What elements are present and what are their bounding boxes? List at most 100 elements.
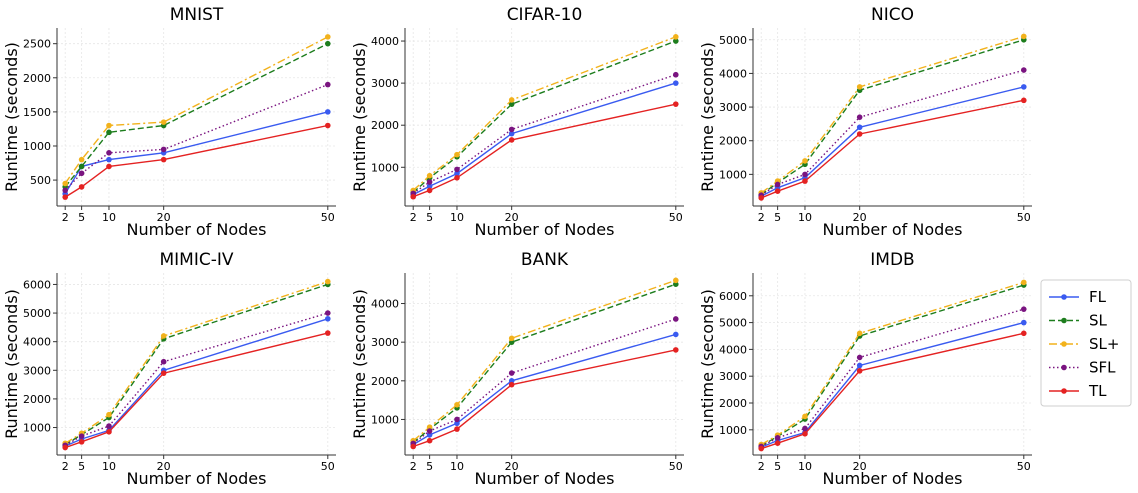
data-point-sfl (62, 187, 69, 194)
x-tick-label: 50 (669, 211, 683, 224)
y-tick-label: 5000 (23, 307, 51, 320)
legend-label-sl: SL (1089, 312, 1108, 330)
x-axis-label: Number of Nodes (127, 469, 267, 488)
x-tick-label: 5 (774, 460, 781, 473)
legend-label-fl: FL (1089, 288, 1107, 306)
data-point-fl (856, 362, 863, 369)
x-tick-label: 20 (853, 211, 867, 224)
data-point-tl (106, 429, 112, 435)
data-point-tl (1020, 97, 1027, 104)
x-tick-label: 2 (62, 460, 69, 473)
data-point-sfl (426, 179, 433, 185)
data-point-tl (324, 122, 331, 129)
series-line-sl-plus (760, 35, 1025, 194)
data-point-sl (672, 38, 679, 44)
series-line-tl (64, 332, 328, 449)
y-tick-label: 1000 (719, 168, 747, 181)
series-line-sl (64, 283, 329, 446)
y-tick-label: 3000 (719, 370, 747, 383)
x-tick-label: 20 (505, 460, 519, 473)
y-tick-label: 1000 (371, 161, 399, 174)
data-point-fl (672, 331, 679, 338)
data-point-sl-plus (454, 151, 460, 158)
data-point-sl-plus (802, 413, 808, 420)
data-point-fl (508, 378, 515, 384)
y-tick-label: 2000 (23, 393, 51, 406)
data-point-sl-plus (324, 34, 331, 40)
series-line-fl (412, 333, 676, 446)
x-tick-label: 10 (102, 211, 116, 224)
data-point-tl (62, 194, 69, 200)
series-line-sfl (760, 308, 1024, 448)
x-axis-label: Number of Nodes (823, 469, 963, 488)
x-tick-label: 10 (450, 460, 464, 473)
data-point-fl (1020, 84, 1027, 90)
x-tick-label: 50 (321, 460, 335, 473)
x-axis-label: Number of Nodes (475, 220, 615, 239)
x-tick-label: 10 (102, 460, 116, 473)
subplot-mimic-iv: 2 5 10 20 50 1000 2000 3000 4000 5000 6000 MIMIC-IV… (2, 250, 336, 488)
x-tick-label: 5 (774, 211, 781, 224)
data-point-sl-plus (454, 401, 460, 408)
legend-marker-tl (1061, 388, 1067, 394)
series-line-sl (64, 43, 329, 188)
data-point-tl (508, 137, 515, 143)
data-point-sfl (856, 354, 863, 361)
data-point-sl-plus (106, 411, 112, 418)
series-line-sl (760, 284, 1025, 447)
y-tick-label: 1000 (719, 424, 747, 437)
series-line-fl (760, 86, 1024, 197)
x-tick-label: 10 (450, 211, 464, 224)
data-point-tl (410, 193, 417, 200)
subplot-title: CIFAR-10 (507, 5, 583, 25)
data-point-sl-plus (62, 180, 69, 187)
data-point-tl (62, 444, 69, 451)
data-point-tl (426, 437, 433, 444)
data-point-tl (78, 439, 85, 445)
y-tick-label: 2000 (719, 397, 747, 410)
data-point-sfl (508, 370, 515, 376)
data-point-tl (758, 445, 765, 452)
series-line-sl-plus (412, 36, 677, 191)
data-point-sfl (78, 170, 85, 177)
legend-marker-fl (1061, 294, 1067, 300)
data-point-sl (672, 281, 679, 288)
subplot-mnist: 2 5 10 20 50 500 1000 1500 2000 2500 MNIST Number o… (2, 5, 336, 239)
series-line-sl (412, 283, 677, 444)
data-point-sl-plus (78, 156, 85, 163)
x-tick-label: 5 (78, 460, 85, 473)
subplot-title: NICO (871, 5, 914, 25)
y-tick-label: 1000 (23, 140, 51, 153)
x-tick-label: 2 (62, 211, 69, 224)
series-line-sfl (64, 312, 328, 446)
data-point-tl (78, 184, 85, 190)
data-point-sl-plus (160, 119, 167, 125)
legend-marker-sl (1061, 317, 1067, 324)
data-point-tl (774, 188, 781, 194)
data-point-sl-plus (160, 333, 167, 339)
x-tick-label: 20 (157, 460, 171, 473)
subplot-imdb: 2 5 10 20 50 1000 2000 3000 4000 5000 6000 IMDB Numb… (698, 250, 1032, 488)
subplot-title: BANK (521, 250, 569, 270)
subplot-nico: 2 5 10 20 50 1000 2000 3000 4000 5000 NICO Number o… (698, 5, 1032, 239)
x-tick-label: 50 (321, 211, 335, 224)
data-point-sfl (508, 126, 515, 133)
legend: FL SL SL+ SFL TL (1040, 279, 1132, 407)
y-tick-label: 4000 (371, 35, 399, 48)
y-tick-label: 5000 (719, 317, 747, 330)
data-point-sfl (78, 433, 85, 439)
y-tick-label: 3000 (719, 101, 747, 114)
data-point-fl (426, 432, 433, 438)
subplot-title: IMDB (870, 250, 914, 270)
data-point-fl (454, 420, 460, 427)
series-line-tl (412, 349, 676, 448)
legend-label-tl: TL (1088, 382, 1107, 400)
data-point-tl (758, 195, 765, 201)
data-point-sfl (1020, 306, 1027, 312)
x-tick-label: 2 (410, 460, 417, 473)
x-tick-label: 20 (853, 460, 867, 473)
legend-label-sl-plus: SL+ (1089, 335, 1119, 353)
x-tick-label: 2 (758, 211, 765, 224)
data-point-fl (508, 130, 515, 137)
data-point-sfl (324, 81, 331, 88)
